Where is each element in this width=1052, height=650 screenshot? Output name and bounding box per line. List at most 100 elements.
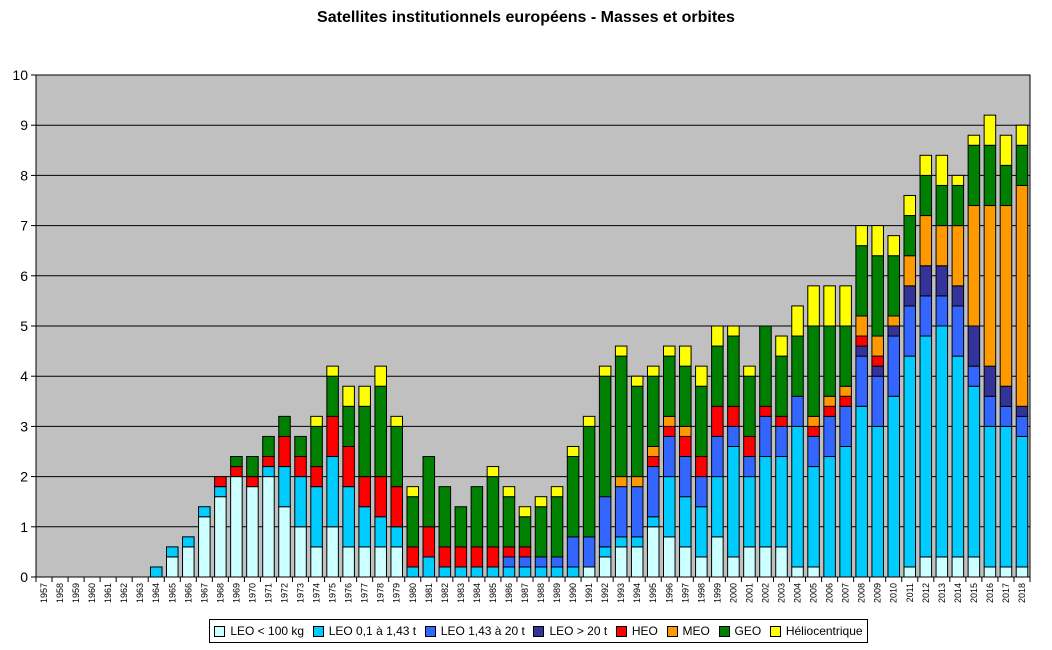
y-tick-label: 7 [20,218,28,234]
bar-segment [791,335,804,397]
bar-segment [406,546,420,568]
bar-segment [727,405,740,427]
bar-segment [727,325,740,337]
bar-segment [903,285,917,307]
bar-segment [887,315,900,327]
bar-segment [342,486,355,548]
bar-segment [342,445,355,488]
bar-segment [695,476,708,508]
bar-segment [967,556,981,578]
bar-segment [983,425,997,568]
bar-segment [967,385,981,558]
bar-segment [903,355,917,568]
bar-segment [438,546,452,568]
bar-segment [630,486,644,538]
x-tick-label: 1973 [296,583,306,603]
bar-segment [663,355,676,417]
y-tick-label: 3 [20,418,28,434]
bar-segment [759,405,772,417]
x-tick-label: 1979 [392,583,402,603]
bar-segment [775,355,788,417]
y-tick-label: 1 [20,519,28,535]
bar-segment [1015,184,1029,407]
bar-segment [342,405,355,447]
bar-segment [935,325,949,558]
bar-segment [1015,566,1029,578]
bar-segment [983,144,997,207]
bar-segment [871,355,884,367]
bar-segment [374,516,387,548]
x-tick-label: 2007 [841,583,851,603]
x-tick-label: 2018 [1017,583,1027,603]
bar-segment [358,546,371,578]
bar-segment [310,466,323,488]
legend-swatch [666,625,678,637]
x-tick-label: 2016 [985,583,995,603]
bar-segment [679,546,692,578]
bar-segment [679,345,692,367]
legend-item: MEO [666,624,710,638]
bar-segment [502,556,516,568]
bar-segment [278,415,291,437]
bar-segment [903,194,917,217]
bar-segment [663,476,676,538]
bar-segment [262,456,275,468]
bar-segment [630,375,644,387]
bar-segment [663,345,676,357]
x-tick-labels: 1957 1958 1959 1960 1961 1962 1963 1964 1965 1966… [39,583,1027,603]
bar-segment [727,445,740,558]
x-tick-label: 2009 [873,583,883,603]
x-tick-label: 1981 [424,583,434,603]
bar-segment [486,466,500,478]
x-tick-label: 1960 [87,583,97,603]
bar-segment [358,476,371,508]
bar-segment [679,456,692,498]
x-tick-label: 1983 [456,583,466,603]
y-tick-labels: 0 1 2 3 4 5 6 7 8 9 10 [12,67,28,585]
bar-segment [358,405,371,478]
bar-segment [935,295,949,327]
bar-segment [534,566,548,578]
bar-segment [807,285,820,327]
bar-segment [406,496,420,548]
bar-segment [214,496,227,578]
bar-segment [871,225,884,257]
bar-segment [294,456,307,478]
bar-segment [566,456,580,538]
legend-item: LEO < 100 kg [214,624,304,638]
bar-segment [791,305,804,337]
bar-segment [646,516,660,528]
bar-segment [983,566,997,578]
x-tick-label: 1988 [536,583,546,603]
bar-segment [646,456,660,468]
bar-segment [326,526,339,578]
x-tick-label: 1984 [472,583,482,603]
bar-segment [951,556,965,578]
bar-segment [743,476,756,548]
bar-segment [614,546,628,578]
y-tick-label: 2 [20,469,28,485]
bar-segment [999,164,1013,207]
x-tick-label: 2005 [809,583,819,603]
x-tick-label: 2013 [937,583,947,603]
bar-segment [887,325,900,337]
bar-segment [582,566,596,578]
bar-segment [679,425,692,437]
bar-segment [775,456,788,548]
legend-label: Héliocentrique [785,624,863,638]
bar-segment [326,365,339,377]
bar-segment [518,556,532,568]
bar-segment [967,134,981,146]
legend-swatch [769,625,781,637]
bar-segment [903,305,917,357]
y-tick-label: 9 [20,117,28,133]
bar-segment [823,395,836,407]
x-tick-label: 1998 [696,583,706,603]
bar-segment [983,114,997,146]
bar-segment [711,536,724,578]
bar-segment [486,566,500,578]
bar-segment [727,425,740,447]
x-tick-label: 2008 [857,583,867,603]
legend-item: LEO 1,43 à 20 t [424,624,525,638]
bar-segment [903,255,917,287]
